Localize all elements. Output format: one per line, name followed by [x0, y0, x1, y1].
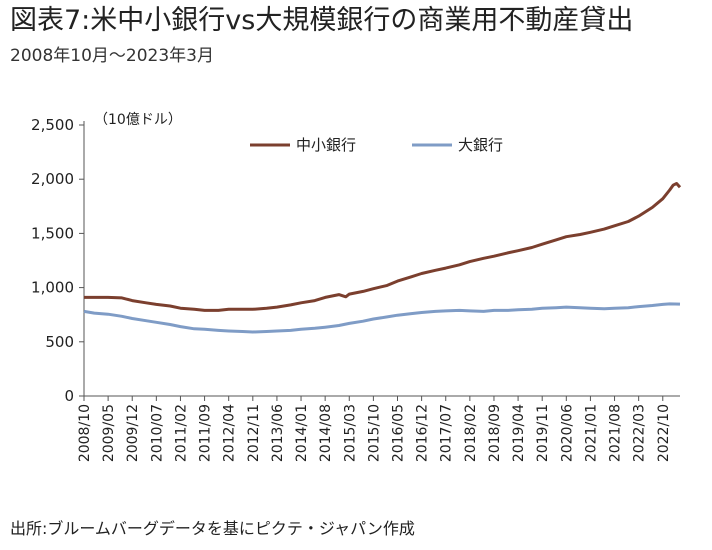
x-tick-label: 2013/06	[270, 404, 286, 462]
x-tick-label: 2010/07	[149, 404, 165, 462]
y-axis-ticks: 2,500 2,000 1,500 1,000 500 0	[31, 116, 84, 405]
x-tick-label: 2011/02	[173, 404, 189, 462]
series-lines	[83, 182, 682, 334]
x-tick-label: 2018/02	[463, 404, 479, 462]
source-note: 出所:ブルームバーグデータを基にピクテ・ジャパン作成	[10, 519, 415, 538]
series-line-large-banks	[83, 302, 681, 334]
x-tick-label: 2014/01	[294, 404, 310, 462]
x-tick-label: 2009/05	[101, 404, 117, 462]
x-tick-label: 2009/12	[125, 404, 141, 462]
x-tick-label: 2022/10	[656, 404, 672, 462]
chart-title: 図表7:米中小銀行vs大規模銀行の商業用不動産貸出	[10, 5, 634, 36]
unit-label: （10億ドル）	[94, 112, 182, 128]
x-tick-label: 2015/03	[342, 404, 358, 462]
x-axis-ticks: 2008/10 2009/05 2009/12 2010/07 2011/02 2011/…	[77, 396, 672, 462]
x-tick-label: 2016/05	[391, 404, 407, 462]
y-tick-label: 1,500	[31, 224, 74, 242]
x-tick-label: 2011/09	[198, 404, 214, 462]
series-line-small-banks	[84, 182, 682, 312]
x-tick-label: 2018/09	[487, 404, 503, 462]
x-tick-label: 2012/11	[246, 404, 262, 462]
x-tick-label: 2016/12	[415, 404, 431, 462]
x-tick-label: 2022/03	[632, 404, 648, 462]
x-tick-label: 2020/06	[559, 404, 575, 462]
x-tick-label: 2017/07	[439, 404, 455, 462]
x-tick-label: 2019/11	[535, 404, 551, 462]
legend-label-small-banks: 中小銀行	[296, 136, 356, 154]
axes	[83, 121, 680, 397]
x-tick-label: 2014/08	[318, 404, 334, 462]
chart-subtitle: 2008年10月～2023年3月	[10, 46, 214, 66]
x-tick-label: 2019/04	[511, 404, 527, 462]
y-tick-label: 500	[45, 333, 74, 351]
y-tick-label: 2,000	[31, 170, 74, 188]
x-tick-label: 2012/04	[222, 404, 238, 462]
line-chart: （10億ドル） 中小銀行 大銀行 2,500 2,000 1,500 1,000 500…	[31, 112, 682, 462]
x-tick-label: 2008/10	[77, 404, 93, 462]
legend: 中小銀行 大銀行	[250, 136, 503, 154]
legend-label-large-banks: 大銀行	[458, 136, 503, 154]
x-tick-label: 2015/10	[366, 404, 382, 462]
y-tick-label: 2,500	[31, 116, 74, 134]
x-tick-label: 2021/01	[583, 404, 599, 462]
x-tick-label: 2021/08	[608, 404, 624, 462]
y-tick-label: 0	[64, 387, 74, 405]
y-tick-label: 1,000	[31, 279, 74, 297]
